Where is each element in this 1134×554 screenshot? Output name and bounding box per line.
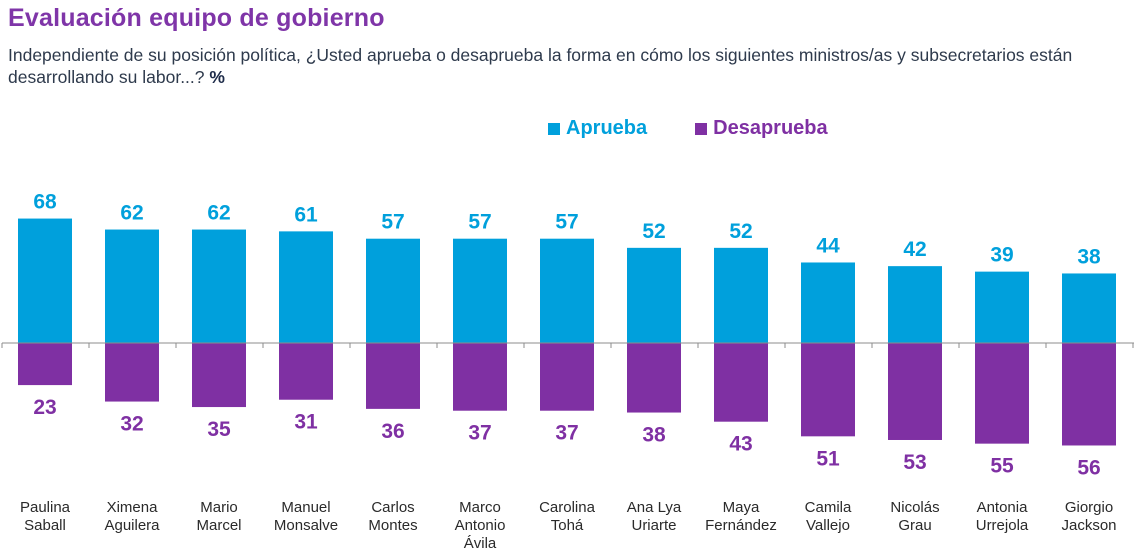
bar-aprueba — [192, 229, 246, 343]
data-label-desaprueba: 53 — [903, 451, 926, 474]
category-label: Antonia Urrejola — [976, 499, 1029, 534]
category-label: Camila Vallejo — [805, 499, 852, 534]
category-label: Carolina Tohá — [539, 499, 596, 534]
data-label-desaprueba: 23 — [33, 396, 56, 419]
chart-subtitle: Independiente de su posición política, ¿… — [8, 44, 1118, 88]
category-label: Ana Lya Uriarte — [627, 499, 682, 534]
bar-aprueba — [888, 266, 942, 343]
category-label: Nicolás Grau — [890, 499, 939, 534]
bar-aprueba — [279, 231, 333, 343]
bar-aprueba — [105, 229, 159, 343]
bar-aprueba — [18, 218, 72, 343]
bar-desaprueba — [627, 343, 681, 413]
data-label-aprueba: 57 — [381, 211, 404, 234]
category-label: Paulina Saball — [20, 499, 71, 534]
legend-swatch-aprueba — [548, 122, 560, 135]
data-label-desaprueba: 37 — [468, 422, 491, 445]
bar-desaprueba — [18, 343, 72, 386]
data-label-aprueba: 38 — [1077, 245, 1101, 268]
bar-desaprueba — [366, 343, 420, 409]
subtitle-text: Independiente de su posición política, ¿… — [8, 45, 1073, 87]
subtitle-unit: % — [209, 67, 225, 87]
bar-desaprueba — [540, 343, 594, 411]
chart-title: Evaluación equipo de gobierno — [8, 4, 385, 32]
data-label-desaprueba: 35 — [207, 418, 231, 441]
category-label: Mario Marcel — [196, 499, 241, 534]
data-label-desaprueba: 43 — [729, 433, 752, 456]
data-label-desaprueba: 56 — [1077, 456, 1100, 479]
bar-aprueba — [714, 247, 768, 343]
data-label-aprueba: 61 — [294, 203, 318, 226]
data-label-aprueba: 39 — [990, 244, 1013, 267]
bar-desaprueba — [192, 343, 246, 408]
legend-item-desaprueba: Desaprueba — [695, 117, 828, 140]
data-label-aprueba: 52 — [642, 220, 665, 243]
data-label-aprueba: 57 — [468, 211, 491, 234]
legend-item-aprueba: Aprueba — [548, 117, 647, 140]
bar-aprueba — [453, 238, 507, 343]
bar-aprueba — [801, 262, 855, 343]
bar-desaprueba — [888, 343, 942, 440]
bar-desaprueba — [714, 343, 768, 422]
bar-desaprueba — [453, 343, 507, 411]
data-label-aprueba: 57 — [555, 211, 578, 234]
data-label-aprueba: 62 — [207, 202, 230, 225]
category-label: Giorgio Jackson — [1061, 499, 1116, 534]
bar-desaprueba — [801, 343, 855, 437]
data-label-desaprueba: 55 — [990, 455, 1014, 478]
data-label-desaprueba: 38 — [642, 424, 666, 447]
data-label-desaprueba: 51 — [816, 447, 840, 470]
data-label-aprueba: 44 — [816, 234, 840, 257]
category-label: Manuel Monsalve — [274, 499, 338, 534]
category-label: Carlos Montes — [368, 499, 417, 534]
data-label-desaprueba: 36 — [381, 420, 404, 443]
data-label-aprueba: 42 — [903, 238, 926, 261]
data-label-desaprueba: 32 — [120, 413, 143, 436]
legend-label-desaprueba: Desaprueba — [713, 117, 828, 139]
legend: Aprueba Desaprueba — [548, 117, 828, 140]
data-label-aprueba: 68 — [33, 191, 57, 214]
bar-aprueba — [627, 247, 681, 343]
bar-desaprueba — [975, 343, 1029, 444]
bar-aprueba — [1062, 273, 1116, 343]
legend-swatch-desaprueba — [695, 122, 708, 135]
bar-aprueba — [366, 238, 420, 343]
category-label: Maya Fernández — [705, 499, 777, 534]
bar-aprueba — [540, 238, 594, 343]
data-label-desaprueba: 37 — [555, 422, 578, 445]
data-label-aprueba: 62 — [120, 202, 143, 225]
legend-label-aprueba: Aprueba — [566, 117, 648, 139]
bar-desaprueba — [279, 343, 333, 400]
bar-desaprueba — [1062, 343, 1116, 446]
data-label-desaprueba: 31 — [294, 411, 318, 434]
bar-desaprueba — [105, 343, 159, 402]
category-label: Marco Antonio Ávila — [455, 499, 506, 552]
category-label: Ximena Aguilera — [104, 499, 160, 534]
data-label-aprueba: 52 — [729, 220, 752, 243]
bar-aprueba — [975, 271, 1029, 343]
